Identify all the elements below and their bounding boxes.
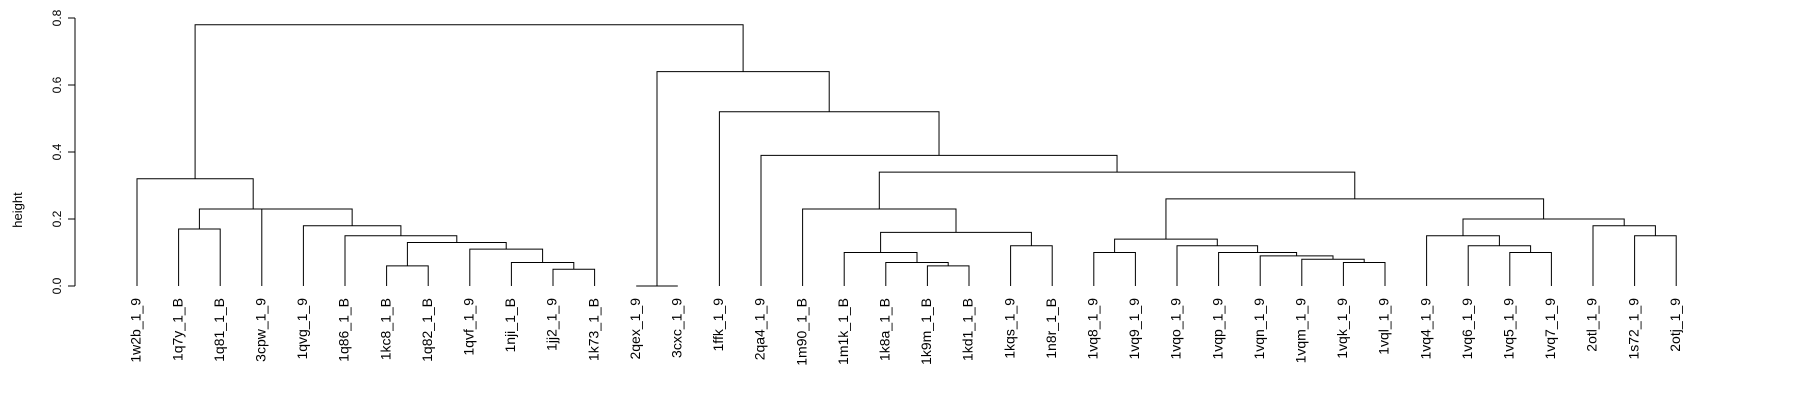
leaf-label: 1qvg_1_9 [294,298,310,360]
dendrogram-branch [386,265,429,286]
dendrogram-branch [469,248,544,286]
dendrogram-branch [194,24,744,179]
dendrogram-branch [1462,218,1625,236]
leaf-label: 1q7y_1_B [169,298,185,361]
dendrogram-branch [1592,225,1656,286]
dendrogram-branch [843,252,918,286]
leaf-label: 1qvf_1_9 [461,298,477,356]
leaf-label: 1ffk_1_9 [710,298,726,352]
leaf-label: 1vq8_1_9 [1085,298,1101,360]
dendrogram-branch [552,268,596,286]
leaf-labels: 1w2b_1_9 1q7y_1_B 1q81_1_B 3cpw_1_9 1qvg_1_9… [128,298,1683,366]
dendrogram-branch [1218,252,1298,286]
y-tick-label: 0.8 [50,9,64,26]
leaf-label: 1vq5_1_9 [1501,298,1517,360]
leaf-label: 1vql_1_9 [1376,298,1392,355]
leaf-label: 2qex_1_9 [627,298,643,360]
leaf-label: 1vq6_1_9 [1459,298,1475,360]
dendrogram-branch [1259,255,1334,286]
dendrogram-branch [344,235,458,286]
leaf-label: 1vqp_1_9 [1209,298,1225,360]
dendrogram-branch [926,265,970,286]
leaf-label: 2otj_1_9 [1667,298,1683,352]
leaf-label: 1k9m_1_B [918,298,934,365]
dendrogram-branch [261,208,353,286]
dendrogram-branch [136,178,254,286]
dendrogram-branch [760,154,1118,286]
dendrogram-branch [880,231,1032,253]
y-tick-label: 0.6 [50,76,64,93]
leaf-label: 1m1k_1_B [835,298,851,365]
dendrogram-branch [1509,252,1552,286]
dendrogram-branch [878,171,1356,209]
leaf-label: 1vq4_1_9 [1417,298,1433,360]
leaf-label: 1q81_1_B [211,298,227,362]
dendrogram-branch [1176,245,1259,286]
leaf-label: 2qa4_1_9 [752,298,768,361]
leaf-label: 1kd1_1_B [960,298,976,361]
leaf-label: 1q82_1_B [419,298,435,362]
leaf-label: 1vqn_1_9 [1251,298,1267,360]
leaf-label: 1kc8_1_B [377,298,393,360]
leaf-label: 3cpw_1_9 [253,298,269,362]
leaf-label: 1k73_1_B [585,298,601,361]
dendrogram-branch [1010,245,1053,286]
leaf-label: 1k8a_1_B [877,298,893,361]
dendrogram-branch [1093,252,1136,286]
leaf-label: 1vq7_1_9 [1542,298,1558,360]
y-tick-label: 0.2 [50,210,64,227]
dendrogram-branch [656,71,830,286]
dendrogram-branch [802,208,957,286]
dendrogram-branch [1467,245,1532,286]
y-axis: 0.0 0.2 0.4 0.6 0.8 height [10,9,76,294]
dendrogram-branch [1342,262,1386,286]
leaf-label: 2otl_1_9 [1584,298,1600,352]
leaf-label: 1vqk_1_9 [1334,298,1350,359]
leaf-label: 1kqs_1_9 [1001,298,1017,359]
leaf-label: 1vqo_1_9 [1168,298,1184,360]
dendrogram-branch [198,208,307,230]
dendrogram-branches [136,24,1677,287]
leaf-label: 1vq9_1_9 [1126,298,1142,360]
y-ticks: 0.0 0.2 0.4 0.6 0.8 [50,9,75,294]
dendrogram-branch [1301,258,1365,286]
leaf-label: 3cxc_1_9 [669,298,685,358]
leaf-label: 1m90_1_B [793,298,809,366]
leaf-label: 1q86_1_B [336,298,352,362]
leaf-label: 1vqm_1_9 [1293,298,1309,364]
dendrogram-branch [406,241,507,266]
leaf-label: 1s72_1_9 [1625,298,1641,360]
y-axis-title: height [10,192,25,228]
leaf-label: 1nji_1_B [502,298,518,353]
dendrogram-branch [178,228,221,286]
leaf-label: 1jj2_1_9 [544,298,560,351]
dendrogram-branch [510,262,575,286]
dendrogram-branch [1634,235,1677,286]
y-tick-label: 0.0 [50,277,64,294]
dendrogram-branch [718,111,940,286]
leaf-label: 1w2b_1_9 [128,298,144,363]
leaf-label: 1n8r_1_B [1043,298,1059,359]
y-tick-label: 0.4 [50,143,64,160]
dendrogram-branch [1426,235,1500,286]
